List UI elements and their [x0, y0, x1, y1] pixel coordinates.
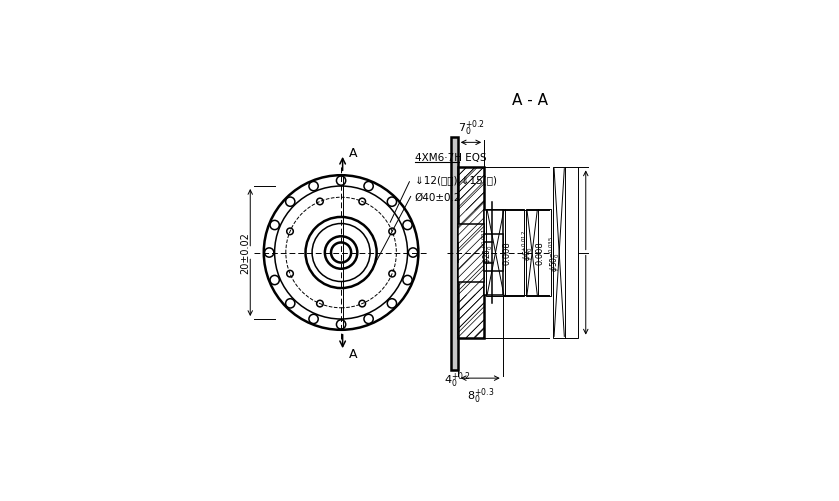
Text: 20±0.02: 20±0.02 [241, 232, 251, 274]
Bar [451, 137, 458, 371]
Text: 0.008: 0.008 [536, 241, 545, 265]
Text: Ø40±0.2: Ø40±0.2 [414, 192, 461, 202]
Text: $7^{+0.2}_{0}$: $7^{+0.2}_{0}$ [457, 118, 484, 137]
Text: ⇓12(螺纹) ⇓15(孔): ⇓12(螺纹) ⇓15(孔) [414, 175, 497, 185]
Text: $\phi25^{+0.021}_{0}$: $\phi25^{+0.021}_{0}$ [481, 227, 495, 264]
Bar [486, 210, 524, 296]
Text: A - A: A - A [513, 93, 549, 108]
Bar [458, 224, 484, 282]
Text: $\phi6^{+0.012}_{0}$: $\phi6^{+0.012}_{0}$ [520, 230, 535, 261]
Text: A: A [348, 347, 357, 360]
Text: $8^{+0.3}_{0}$: $8^{+0.3}_{0}$ [466, 385, 494, 405]
Text: $4^{+0.2}_{0}$: $4^{+0.2}_{0}$ [445, 370, 472, 389]
Text: A: A [348, 146, 357, 159]
Bar [526, 210, 551, 296]
Bar [484, 234, 503, 272]
Text: 0.008: 0.008 [503, 241, 512, 265]
Bar [484, 210, 503, 296]
Text: $\phi50^{-0.035}_{0}$: $\phi50^{-0.035}_{0}$ [547, 235, 562, 271]
Text: 4XM6·7H EQS: 4XM6·7H EQS [414, 152, 486, 162]
Bar [553, 168, 578, 338]
Bar [458, 168, 484, 338]
